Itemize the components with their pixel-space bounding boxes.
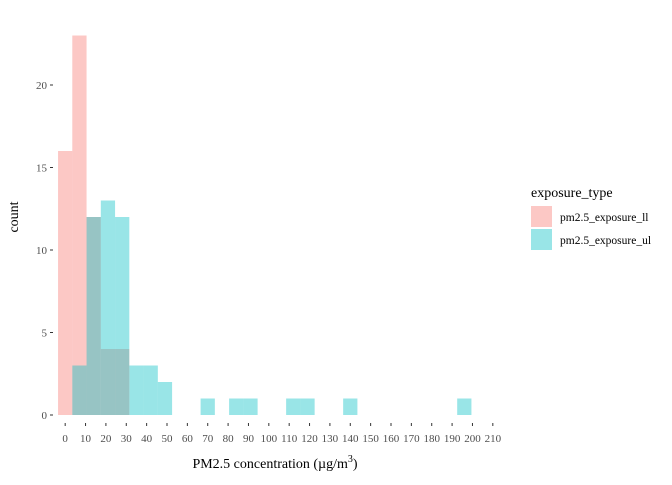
x-tick-label-120: 120	[301, 433, 318, 445]
x-tick-label-0: 0	[62, 433, 68, 445]
bar-pm2.5_exposure_ll-bin-3	[100, 349, 116, 415]
bar-pm2.5_exposure_ul-bin-20	[343, 398, 358, 415]
x-tick-label-140: 140	[342, 433, 359, 445]
bar-pm2.5_exposure_ll-bin-4	[115, 349, 130, 415]
bar-pm2.5_exposure_ll-bin-2	[86, 217, 101, 415]
x-tick-label-30: 30	[121, 433, 133, 445]
bar-pm2.5_exposure_ul-bin-6	[143, 365, 158, 415]
bar-pm2.5_exposure_ul-bin-13	[243, 398, 258, 415]
y-tick-label-5: 5	[42, 328, 48, 340]
x-tick-label-70: 70	[202, 433, 214, 445]
bar-pm2.5_exposure_ll-bin-1	[72, 35, 87, 415]
bar-pm2.5_exposure_ul-bin-4	[115, 217, 130, 415]
bar-pm2.5_exposure_ul-bin-12	[229, 398, 244, 415]
x-axis-title-unit: µg/m	[318, 457, 348, 472]
bar-pm2.5_exposure_ll-bin-0	[58, 151, 73, 415]
x-tick-label-130: 130	[322, 433, 339, 445]
bar-pm2.5_exposure_ul-bin-10	[200, 398, 215, 415]
bar-pm2.5_exposure_ul-bin-2	[86, 217, 101, 415]
x-tick-label-150: 150	[362, 433, 379, 445]
bar-pm2.5_exposure_ul-bin-3	[100, 200, 116, 415]
x-tick-label-110: 110	[281, 433, 298, 445]
legend: exposure_type pm2.5_exposure_ll pm2.5_exp…	[531, 186, 651, 250]
y-tick-label-20: 20	[36, 80, 48, 92]
x-tick-label-20: 20	[100, 433, 112, 445]
x-tick-label-180: 180	[423, 433, 440, 445]
x-tick-label-190: 190	[444, 433, 461, 445]
x-tick-label-200: 200	[464, 433, 481, 445]
y-tick-label-10: 10	[36, 245, 48, 257]
bar-pm2.5_exposure_ul-bin-7	[157, 382, 173, 415]
bar-pm2.5_exposure_ul-bin-17	[300, 398, 315, 415]
x-tick-label-160: 160	[383, 433, 400, 445]
x-tick-label-10: 10	[80, 433, 92, 445]
x-tick-label-60: 60	[182, 433, 194, 445]
x-tick-label-50: 50	[162, 433, 174, 445]
x-tick-label-90: 90	[243, 433, 255, 445]
bar-pm2.5_exposure_ul-bin-28	[457, 398, 472, 415]
x-axis-title-close: )	[353, 457, 358, 472]
x-axis-title-superscript: 3	[348, 454, 353, 465]
y-axis: 0 5 10 15 20	[36, 80, 53, 422]
y-tick-label-15: 15	[36, 163, 48, 175]
x-tick-label-210: 210	[485, 433, 502, 445]
bars-layer	[58, 35, 472, 415]
x-tick-label-170: 170	[403, 433, 420, 445]
legend-label-pm2.5_exposure_ul: pm2.5_exposure_ul	[560, 235, 651, 247]
x-axis: 0 10 20 30 40 50 60 70 80 90 100 110 120 130 140 150 160…	[62, 423, 502, 445]
y-tick-label-0: 0	[42, 410, 48, 422]
legend-title: exposure_type	[531, 186, 613, 201]
legend-key-pm2.5_exposure_ll	[531, 206, 552, 227]
bar-pm2.5_exposure_ul-bin-5	[129, 365, 144, 415]
legend-label-pm2.5_exposure_ll: pm2.5_exposure_ll	[560, 212, 648, 224]
y-axis-title: count	[7, 201, 22, 232]
bar-pm2.5_exposure_ul-bin-1	[72, 365, 87, 415]
x-tick-label-40: 40	[141, 433, 153, 445]
bar-pm2.5_exposure_ul-bin-16	[286, 398, 301, 415]
x-axis-title: PM2.5 concentration (µg/m3)	[192, 454, 357, 472]
x-tick-label-100: 100	[261, 433, 278, 445]
x-tick-label-80: 80	[223, 433, 235, 445]
legend-key-pm2.5_exposure_ul	[531, 229, 552, 250]
x-axis-title-main: PM2.5 concentration (	[192, 457, 318, 472]
